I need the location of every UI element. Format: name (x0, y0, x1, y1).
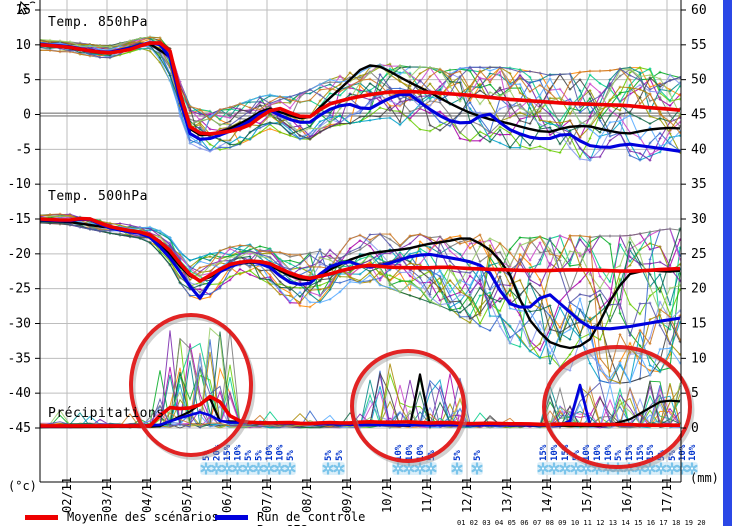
svg-text:25: 25 (691, 247, 707, 262)
svg-text:16/11: 16/11 (620, 477, 634, 513)
svg-text:10%: 10% (678, 444, 688, 461)
svg-text:15: 15 (691, 317, 707, 332)
legend-control-label: Run de contrôle (257, 510, 366, 524)
svg-text:20%: 20% (213, 444, 223, 461)
svg-text:60: 60 (691, 3, 707, 18)
svg-text:15%: 15% (636, 444, 646, 461)
svg-text:10%: 10% (276, 444, 286, 461)
legend-mean-label: Moyenne des scénarios (67, 510, 219, 524)
svg-text:15%: 15% (561, 444, 571, 461)
svg-text:05/11: 05/11 (180, 477, 194, 513)
legend-gfs-label: Run GFS (257, 523, 308, 526)
svg-text:45: 45 (691, 108, 707, 123)
svg-text:5: 5 (691, 386, 699, 401)
svg-text:02/11: 02/11 (60, 477, 74, 513)
panel-title-500: Temp. 500hPa (48, 189, 148, 204)
svg-text:5%: 5% (324, 450, 334, 461)
svg-text:10%: 10% (582, 444, 592, 461)
svg-text:15%: 15% (539, 444, 549, 461)
svg-text:10: 10 (691, 351, 707, 366)
svg-text:-30: -30 (8, 317, 31, 332)
svg-text:5%: 5% (453, 450, 463, 461)
control-line-swatch (215, 514, 248, 520)
svg-text:55: 55 (691, 38, 707, 53)
svg-text:07/11: 07/11 (260, 477, 274, 513)
svg-text:10%: 10% (593, 444, 603, 461)
svg-text:0: 0 (691, 421, 699, 436)
svg-text:13/11: 13/11 (500, 477, 514, 513)
svg-text:10%: 10% (265, 444, 275, 461)
svg-text:14/11: 14/11 (540, 477, 554, 513)
right-axis-unit: (mm) (690, 471, 719, 485)
svg-text:03/11: 03/11 (100, 477, 114, 513)
svg-text:5%: 5% (286, 450, 296, 461)
svg-text:-35: -35 (8, 351, 31, 366)
window-edge-scrollbar[interactable] (721, 0, 732, 526)
svg-text:15%: 15% (625, 444, 635, 461)
legend-gfs: Run GFS (215, 523, 308, 526)
legend-control: Run de contrôle (215, 510, 365, 524)
svg-text:12/11: 12/11 (460, 477, 474, 513)
svg-text:09/11: 09/11 (340, 477, 354, 513)
svg-text:5%: 5% (202, 450, 212, 461)
svg-text:15%: 15% (223, 444, 233, 461)
svg-text:-20: -20 (8, 247, 31, 262)
svg-text:10%: 10% (688, 444, 698, 461)
svg-text:-45: -45 (8, 421, 31, 436)
svg-text:11/11: 11/11 (420, 477, 434, 513)
svg-text:10%: 10% (416, 444, 426, 461)
svg-text:5%: 5% (335, 450, 345, 461)
panel-title-850: Temp. 850hPa (48, 15, 148, 30)
svg-text:10/11: 10/11 (380, 477, 394, 513)
svg-text:5%: 5% (244, 450, 254, 461)
svg-text:-5: -5 (15, 142, 31, 157)
legend-mean: Moyenne des scénarios (25, 510, 219, 524)
svg-text:-40: -40 (8, 386, 31, 401)
mean-line-swatch (25, 514, 58, 520)
svg-text:-25: -25 (8, 282, 31, 297)
svg-text:35: 35 (691, 177, 707, 192)
svg-text:10: 10 (15, 38, 31, 53)
svg-text:17/11: 17/11 (660, 477, 674, 513)
svg-text:0: 0 (23, 108, 31, 123)
svg-text:10%: 10% (234, 444, 244, 461)
svg-text:10%: 10% (550, 444, 560, 461)
member-number-strip: 01 02 03 04 05 06 07 08 09 10 11 12 13 1… (457, 519, 706, 526)
svg-text:15/11: 15/11 (580, 477, 594, 513)
svg-text:5%: 5% (668, 450, 678, 461)
svg-text:06/11: 06/11 (220, 477, 234, 513)
svg-text:50: 50 (691, 73, 707, 88)
svg-text:10%: 10% (394, 444, 404, 461)
svg-text:10%: 10% (604, 444, 614, 461)
mouse-cursor-icon (17, 0, 30, 15)
svg-text:20: 20 (691, 282, 707, 297)
svg-text:-15: -15 (8, 212, 31, 227)
svg-text:40: 40 (691, 142, 707, 157)
svg-text:5: 5 (23, 73, 31, 88)
svg-text:15%: 15% (646, 444, 656, 461)
svg-text:10%: 10% (405, 444, 415, 461)
svg-text:04/11: 04/11 (140, 477, 154, 513)
svg-text:5%: 5% (255, 450, 265, 461)
svg-text:30: 30 (691, 212, 707, 227)
svg-text:-10: -10 (8, 177, 31, 192)
panel-title-precip: Précipitations (48, 406, 165, 421)
svg-text:5%: 5% (473, 450, 483, 461)
svg-text:08/11: 08/11 (300, 477, 314, 513)
left-axis-unit: (°c) (8, 479, 37, 493)
svg-text:5%: 5% (614, 450, 624, 461)
